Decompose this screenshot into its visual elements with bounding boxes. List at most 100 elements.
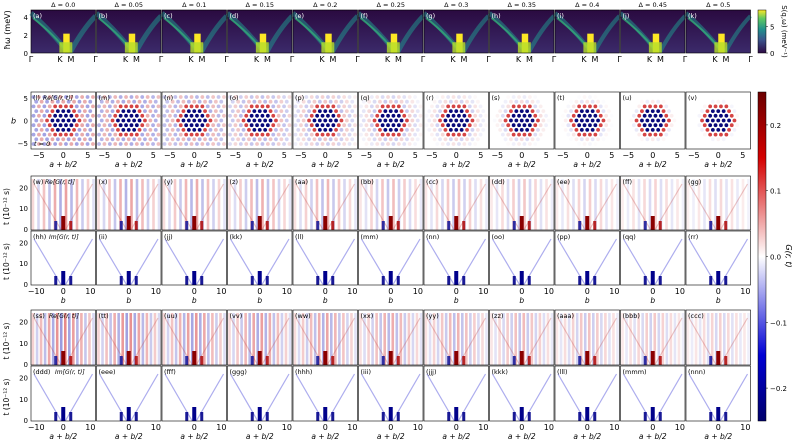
lattice-site (192, 109, 197, 113)
lattice-site (413, 142, 417, 146)
lattice-site (247, 118, 251, 123)
time-stripe (403, 313, 407, 365)
lattice-site (186, 127, 191, 132)
lattice-site (137, 137, 142, 142)
time-stripe (284, 313, 288, 365)
lattice-site (39, 118, 44, 123)
lattice-site (347, 132, 352, 137)
side-source (54, 276, 58, 285)
lattice-site (200, 95, 205, 99)
lattice-site (719, 113, 723, 118)
lattice-site (88, 127, 93, 132)
lattice-site (661, 118, 666, 123)
spectrum-panel: (a) (29, 9, 98, 54)
time-stripe (648, 179, 652, 230)
lattice-site (45, 118, 49, 123)
spectrum-xtick: Γ (683, 55, 688, 64)
panel-letter: (pp) (557, 233, 570, 241)
lattice-site (533, 104, 538, 109)
lattice-site (189, 104, 194, 109)
lattice-site (126, 109, 131, 113)
time-stripe (375, 179, 379, 230)
time-panel: (aa) (292, 175, 358, 231)
time-stripe (605, 179, 608, 230)
spectrum-xtick: K (123, 55, 129, 64)
lattice-site (527, 113, 532, 118)
lattice-site (536, 137, 540, 142)
lattice-site (527, 123, 532, 128)
time-stripe (641, 313, 644, 365)
panel-letter: (t) (557, 94, 565, 102)
lattice-site (481, 118, 486, 123)
time-xtick: 10 (151, 287, 161, 296)
lattice-site (137, 118, 142, 123)
time-stripe (588, 179, 592, 230)
lattice-site (178, 104, 183, 109)
lattice-site (47, 113, 52, 118)
realspace-ytick: −5 (18, 140, 28, 148)
time-xtick: 10 (740, 423, 750, 432)
time-xlabel: a + b/2 (115, 432, 143, 441)
side-source (447, 356, 451, 365)
spectrum-xtick: Γ (29, 55, 34, 64)
time-stripe (649, 313, 653, 365)
lattice-site (462, 104, 467, 109)
lattice-site (118, 95, 123, 99)
lattice-site (640, 99, 644, 104)
side-source (593, 276, 597, 285)
lattice-site (107, 95, 112, 99)
side-source (593, 412, 597, 421)
lattice-site (233, 113, 238, 118)
time-stripe (256, 313, 260, 365)
lattice-site (574, 137, 579, 142)
lattice-site (391, 132, 396, 137)
central-source (388, 216, 393, 230)
lattice-site (34, 99, 39, 104)
lattice-site (396, 123, 401, 128)
lattice-site (391, 113, 396, 118)
lattice-site (500, 123, 505, 128)
lattice-site (216, 95, 221, 99)
time-stripe (587, 313, 591, 365)
lattice-site (326, 142, 330, 146)
time-stripe (518, 313, 522, 365)
time-panel: (iii) (358, 365, 424, 422)
lattice-site (304, 95, 309, 99)
side-source (527, 412, 531, 421)
lattice-site (299, 142, 303, 146)
lattice-site (339, 137, 344, 142)
lattice-site (727, 109, 731, 113)
panel-frame (358, 9, 424, 54)
lattice-site (500, 132, 505, 137)
lattice-site (34, 127, 39, 132)
time-stripe (359, 313, 362, 365)
lattice-site (721, 137, 726, 142)
lattice-site (667, 127, 671, 132)
lattice-site (378, 118, 382, 123)
time-stripe (194, 313, 198, 365)
lattice-site (255, 95, 259, 99)
delta-title: Δ = 0.2 (313, 1, 337, 9)
lattice-site (105, 118, 110, 123)
panel-letter: (dd) (492, 178, 505, 186)
lattice-site (301, 127, 306, 132)
lattice-site (530, 99, 535, 104)
lattice-site (307, 109, 311, 113)
lattice-site (566, 104, 571, 109)
central-source (61, 351, 66, 365)
time-panel: (ddd) (30, 365, 96, 422)
lattice-site (156, 113, 161, 118)
lattice-site (405, 99, 409, 104)
lattice-site (129, 142, 134, 146)
lattice-site (640, 127, 644, 132)
lattice-site (205, 123, 210, 128)
lattice-site (74, 113, 79, 118)
spectrum-panel: (j) (619, 9, 687, 54)
lattice-site (58, 104, 63, 109)
realspace-xtick: 5 (151, 151, 156, 160)
time-stripe (250, 179, 253, 230)
lattice-site (375, 132, 380, 137)
time-stripe (747, 313, 750, 365)
lattice-site (31, 132, 36, 137)
lattice-site (396, 142, 401, 146)
